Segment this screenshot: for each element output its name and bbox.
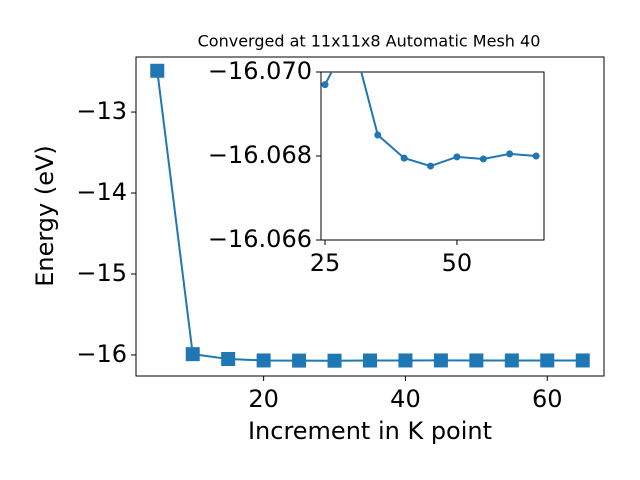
marker [506, 150, 514, 158]
series [150, 63, 590, 368]
marker [398, 353, 413, 368]
marker [504, 353, 519, 368]
marker [540, 353, 555, 368]
y-tick-label: −16.066 [208, 225, 312, 253]
y-tick-label: −13 [76, 97, 127, 125]
marker [453, 153, 461, 161]
marker [292, 353, 307, 368]
x-tick-label: 60 [532, 385, 563, 413]
marker [469, 353, 484, 368]
y-tick-label: −16.070 [208, 57, 312, 85]
marker [479, 155, 487, 163]
marker [532, 152, 540, 160]
marker [150, 63, 165, 78]
y-tick-label: −14 [76, 178, 127, 206]
x-tick-label: 50 [442, 249, 473, 277]
marker [321, 81, 329, 89]
marker [327, 353, 342, 368]
marker [433, 353, 448, 368]
marker [374, 131, 382, 139]
x-tick-label: 40 [390, 385, 421, 413]
marker [363, 353, 377, 368]
x-tick-label: 25 [310, 249, 341, 277]
marker [575, 353, 590, 368]
series [321, 72, 540, 170]
y-axis-label: Energy (eV) [31, 145, 59, 287]
marker [427, 162, 435, 170]
y-tick-label: −16 [76, 340, 127, 368]
chart-title: Converged at 11x11x8 Automatic Mesh 40 [198, 32, 541, 51]
x-axis-label: Increment in K point [248, 417, 492, 445]
marker [221, 351, 236, 366]
x-tick-label: 20 [248, 385, 279, 413]
plot-area [320, 71, 545, 241]
y-tick-label: −15 [76, 259, 127, 287]
marker [185, 347, 200, 362]
y-tick-label: −16.068 [208, 141, 312, 169]
marker [256, 353, 271, 368]
marker [400, 154, 408, 162]
